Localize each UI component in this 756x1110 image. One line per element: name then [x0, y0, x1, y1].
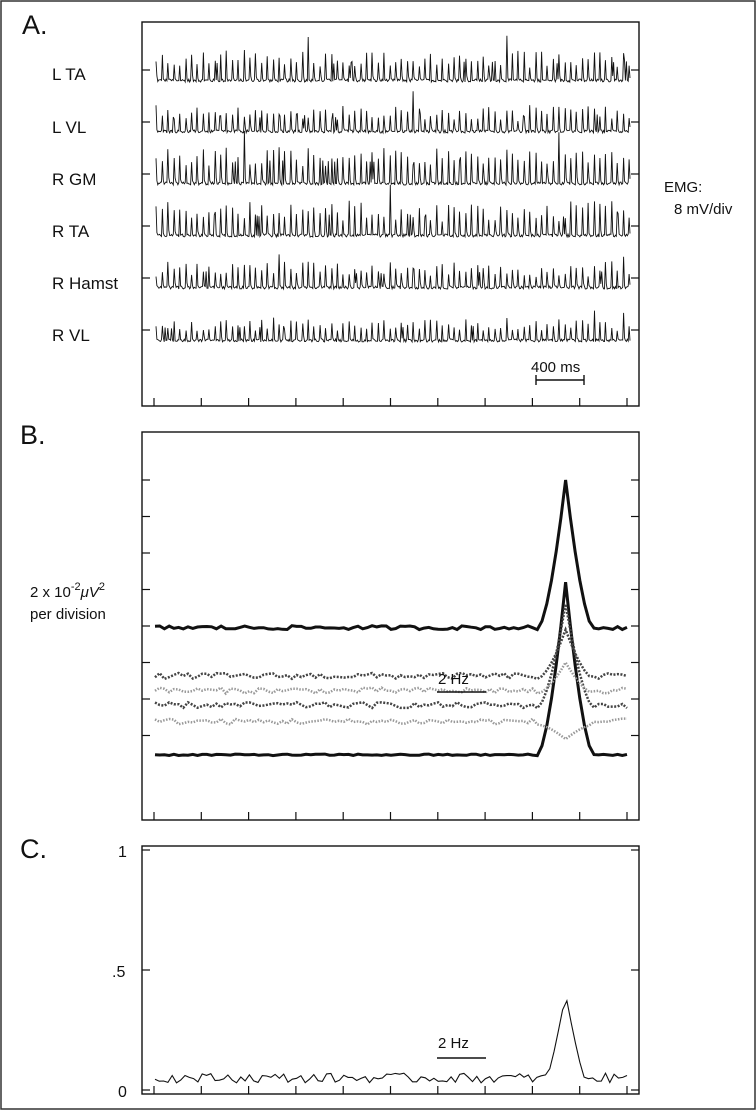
- emg-trace-r-hamst: [155, 254, 631, 291]
- emg-trace-l-vl: [155, 91, 631, 135]
- spectrum-series-4: [154, 660, 628, 696]
- emg-trace-l-ta: [155, 35, 631, 84]
- emg-trace-r-ta: [155, 184, 631, 239]
- trace-label-r-hamst: R Hamst: [52, 274, 118, 293]
- panel-b-ylabel-line1: 2 x 10-2μV2: [30, 581, 105, 601]
- panel-b-ticks: [142, 479, 639, 820]
- coherence-series: [154, 999, 628, 1084]
- trace-label-l-ta: L TA: [52, 65, 86, 84]
- panel-a-letter: A.: [22, 10, 48, 40]
- panel-b: B. 2 x 10-2μV2 per division 2 Hz: [20, 420, 640, 821]
- panel-a-ticks: [142, 69, 639, 406]
- spectrum-series-2: [154, 716, 627, 741]
- emg-scale-label-1: EMG:: [664, 179, 702, 196]
- emg-trace-r-gm: [155, 130, 631, 187]
- trace-label-r-ta: R TA: [52, 222, 90, 241]
- time-scale-label: 400 ms: [531, 359, 580, 376]
- panel-a-traces: [155, 35, 631, 344]
- trace-label-r-vl: R VL: [52, 326, 90, 345]
- panel-a: A. L TA L VL R GM R TA R Hamst R VL EMG:…: [22, 10, 733, 407]
- panel-c-letter: C.: [20, 834, 47, 864]
- panel-c-ticks: [142, 849, 639, 1094]
- panel-c-ytick-0: 0: [118, 1084, 127, 1101]
- emg-scale-label-2: 8 mV/div: [674, 201, 733, 218]
- spectrum-series-1: [154, 582, 628, 758]
- panel-c-ytick-half: .5: [112, 964, 125, 981]
- trace-label-l-vl: L VL: [52, 118, 86, 137]
- spectrum-series-5: [154, 626, 628, 681]
- emg-trace-r-vl: [155, 310, 631, 344]
- spectrum-series-6: [154, 479, 628, 632]
- panel-c: C. 1 .5 0 2 Hz: [20, 834, 640, 1101]
- freq-scale-label-c: 2 Hz: [438, 1035, 469, 1052]
- spectrum-series-3: [154, 603, 628, 710]
- panel-b-ylabel-line2: per division: [30, 606, 106, 623]
- panel-c-ytick-1: 1: [118, 844, 127, 861]
- trace-label-r-gm: R GM: [52, 170, 96, 189]
- freq-scale-label-b: 2 Hz: [438, 671, 469, 688]
- panel-b-traces: [154, 479, 628, 758]
- panel-c-trace: [154, 999, 628, 1084]
- panel-b-letter: B.: [20, 420, 46, 450]
